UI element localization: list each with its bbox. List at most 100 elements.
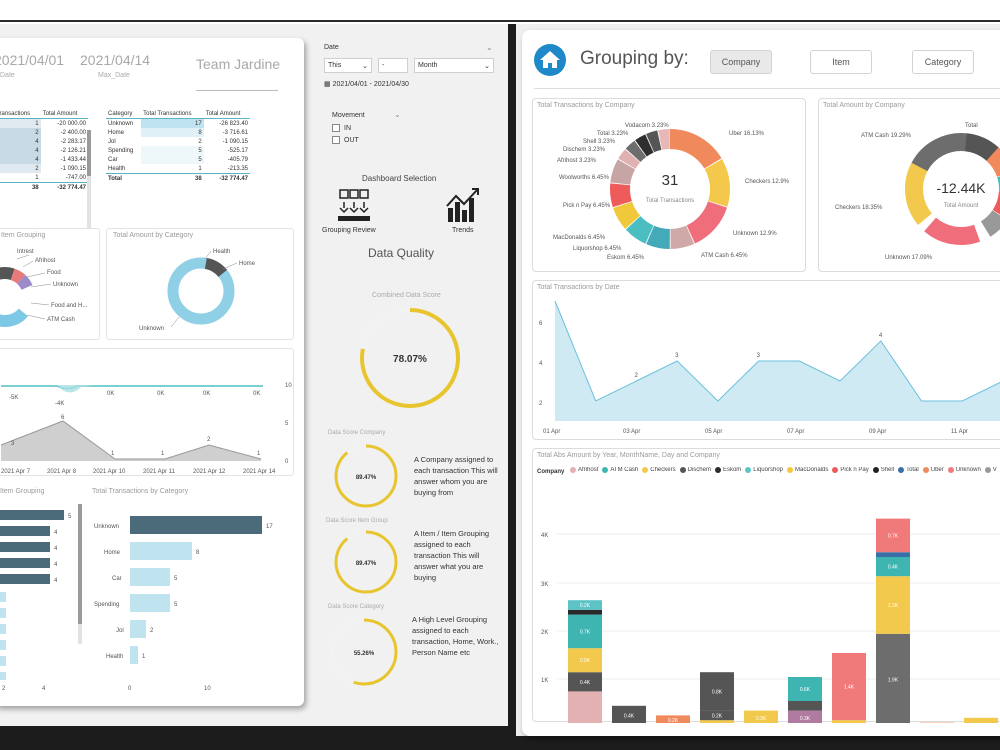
- group-by-category-button[interactable]: Category: [912, 50, 974, 74]
- table-row[interactable]: Home 8 -3 716.61: [108, 128, 248, 137]
- legend-item[interactable]: Total: [898, 467, 919, 473]
- transactions-by-date-chart[interactable]: 6 4 2 01 Apr 03 Apr 05 Apr 07 Apr 09 Apr…: [533, 281, 1000, 441]
- stacked-bar-segment[interactable]: [612, 705, 646, 723]
- stacked-bar-segment[interactable]: [964, 717, 998, 723]
- stacked-bar-segment[interactable]: [876, 557, 910, 577]
- table-row[interactable]: Spending 5 -525.17: [108, 146, 248, 155]
- category-score-gauge[interactable]: 55.26%: [328, 616, 400, 688]
- movement-in-option[interactable]: IN: [332, 124, 351, 132]
- point-label: 3: [11, 441, 15, 447]
- donut-segment[interactable]: [610, 129, 730, 249]
- legend-item[interactable]: Unknown: [947, 467, 981, 473]
- stacked-bar-segment[interactable]: [568, 672, 602, 692]
- trend-chart[interactable]: -5K -4K 0K 0K 0K 0K 10 5 0 3 6 1 1 2 1 2…: [0, 349, 295, 477]
- stacked-bar-segment[interactable]: [700, 710, 734, 721]
- stacked-bar-segment[interactable]: [568, 609, 602, 615]
- amount-by-company-donut[interactable]: -12.44K Total Amount Total ATM Cash 19.2…: [819, 99, 1000, 273]
- legend-item[interactable]: Liquorshop: [745, 467, 783, 473]
- checkbox[interactable]: [332, 124, 340, 132]
- legend-item[interactable]: Shell: [872, 467, 894, 473]
- stacked-bar-segment[interactable]: [568, 691, 602, 723]
- stacked-bar-segment[interactable]: [744, 710, 778, 723]
- abs-amount-stacked-chart[interactable]: 4K 3K 2K 1K 0K 0.4K0.5K0.7K0.2K2021 Apr …: [533, 449, 1000, 723]
- stacked-bar-segment[interactable]: [788, 710, 822, 723]
- stacked-bar-segment[interactable]: [568, 614, 602, 649]
- table-row[interactable]: 4 -2 126.21: [0, 146, 88, 155]
- stacked-bar-segment[interactable]: [876, 518, 910, 553]
- point-label: 1: [257, 451, 261, 457]
- legend-dot-icon: [922, 467, 929, 473]
- header-divider: [196, 90, 278, 91]
- legend-label: Liquorshop: [753, 467, 783, 473]
- date-unit-select[interactable]: Month ⌄: [414, 58, 494, 73]
- legend-item[interactable]: MacDonalds: [787, 467, 828, 473]
- transactions-by-company-donut[interactable]: 31 Total Transactions Vodacom 3.23% Tota…: [533, 99, 807, 273]
- bar-label: 17: [266, 524, 273, 530]
- table-scrollbar[interactable]: [87, 130, 91, 230]
- chart-scrollbar[interactable]: [78, 504, 82, 644]
- x-tick: 2021 Apr 11: [143, 469, 176, 475]
- stacked-bar-segment[interactable]: [832, 720, 866, 723]
- legend-item[interactable]: Pick n Pay: [832, 467, 869, 473]
- date-count-input[interactable]: -: [378, 58, 408, 73]
- donut-segment[interactable]: [610, 129, 730, 249]
- combined-score-gauge[interactable]: 78.07%: [356, 306, 464, 410]
- stacked-bar-segment[interactable]: [568, 600, 602, 610]
- legend-item[interactable]: Dischem: [679, 467, 711, 473]
- stacked-bar-segment[interactable]: [876, 552, 910, 557]
- chevron-down-icon[interactable]: ⌄: [486, 43, 493, 52]
- item-grouping-bar-chart[interactable]: 5 4 4 4 4 2 4: [0, 484, 86, 694]
- item-grouping-donut[interactable]: Intrest Afrihost Food Unknown Food and H…: [0, 229, 101, 341]
- table-row[interactable]: 1 -747.00: [35, 174, 86, 181]
- home-icon[interactable]: [534, 44, 566, 76]
- table-row[interactable]: Jol 2 -1 090.15: [108, 138, 248, 145]
- stacked-bar-segment[interactable]: [700, 672, 734, 711]
- table-row[interactable]: 4 -2 283.17: [0, 137, 88, 146]
- table-row[interactable]: 2 -2 400.00: [0, 128, 88, 137]
- table-row[interactable]: 4 -1 433.44: [0, 155, 88, 164]
- amount-by-category-donut[interactable]: Health Home Unknown: [107, 229, 295, 341]
- donut-center-label: Total Amount: [944, 203, 979, 209]
- point-label: 3: [675, 353, 679, 359]
- stacked-bar-segment[interactable]: [700, 720, 734, 723]
- legend-item[interactable]: Uber: [922, 467, 944, 473]
- stacked-bar-segment[interactable]: [656, 715, 690, 723]
- table-row[interactable]: 1 -20 000.00: [0, 118, 88, 128]
- table-row[interactable]: Car 5 -405.79: [108, 155, 248, 164]
- stacked-bar-segment[interactable]: [788, 701, 822, 711]
- segment-label: 0.8K: [712, 689, 723, 695]
- donut-segment[interactable]: [610, 129, 730, 249]
- legend-item[interactable]: Eskom: [714, 467, 741, 473]
- trends-icon[interactable]: [444, 186, 482, 224]
- company-score-gauge[interactable]: 89.47%: [332, 442, 400, 510]
- table-row[interactable]: Health 1 -213.35: [108, 165, 248, 172]
- segment-label: 0.3K: [756, 716, 767, 722]
- point-label: 1: [161, 451, 165, 457]
- checkbox[interactable]: [332, 136, 340, 144]
- trends-link[interactable]: Trends: [452, 227, 474, 234]
- category-table: Category Total Transactions Total Amount U…: [106, 110, 250, 183]
- date-period-select[interactable]: This ⌄: [324, 58, 372, 73]
- stacked-bar-segment[interactable]: [788, 677, 822, 701]
- stacked-bar-segment[interactable]: [568, 648, 602, 673]
- stacked-bar-segment[interactable]: [832, 653, 866, 721]
- group-by-item-button[interactable]: Item: [810, 50, 872, 74]
- transactions-by-category-chart[interactable]: Unknown Home Car Spending Jol Health 17 …: [92, 484, 292, 694]
- table-row[interactable]: Unknown 17 -26 823.40: [108, 118, 248, 128]
- item-score-gauge[interactable]: 89.47%: [332, 528, 400, 596]
- group-by-company-button[interactable]: Company: [710, 50, 772, 74]
- movement-out-option[interactable]: OUT: [332, 136, 359, 144]
- grouping-review-icon[interactable]: [334, 188, 374, 224]
- stacked-bar-segment[interactable]: [876, 576, 910, 634]
- donut-label: Health: [213, 249, 230, 255]
- legend-item[interactable]: ATM Cash: [602, 467, 638, 473]
- legend-item[interactable]: V: [984, 467, 997, 473]
- item-grouping-donut-card: Item Grouping Intrest Afrihost Food Unkn…: [0, 228, 100, 340]
- chevron-down-icon[interactable]: ⌄: [394, 110, 401, 119]
- legend-item[interactable]: Afrihost: [570, 467, 598, 473]
- donut-label: Woolworths 6.45%: [559, 175, 610, 181]
- stacked-bar-segment[interactable]: [876, 633, 910, 723]
- legend-item[interactable]: Checkers: [642, 467, 676, 473]
- grouping-review-link[interactable]: Grouping Review: [322, 227, 376, 234]
- table-row[interactable]: 2 -1 090.15: [0, 164, 88, 173]
